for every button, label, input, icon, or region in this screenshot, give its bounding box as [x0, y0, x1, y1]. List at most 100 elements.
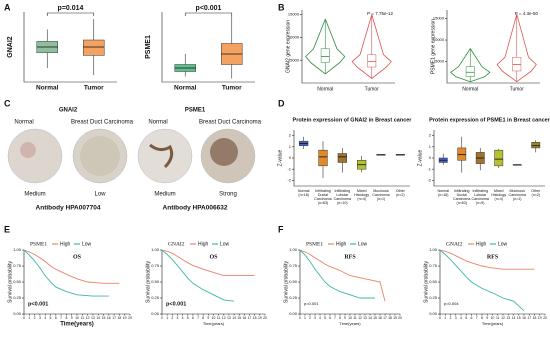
annotation: p=0.004	[444, 301, 459, 306]
chart: -2 -1 0 1 2 Z-value Protein expression of PSME…	[417, 117, 550, 205]
annotation: P = 4.3e-50	[515, 11, 539, 16]
axis	[161, 12, 255, 83]
box	[337, 153, 347, 163]
x-tick-label-line: Mixed	[357, 189, 367, 193]
tissue-label: Breast Duct Carcinoma	[71, 120, 134, 126]
y-tick-label: 0.25	[13, 295, 22, 300]
survival-curve	[161, 249, 235, 302]
staining-label: Medium	[154, 192, 175, 198]
y-axis-label: Survival probability	[283, 261, 289, 303]
stain	[20, 142, 36, 158]
antibody-label: Antibody HPA007704	[36, 205, 101, 212]
x-tick-label: 13	[227, 316, 231, 320]
significance-bracket	[184, 12, 233, 16]
x-tick-label-line: (n=4)	[495, 197, 504, 201]
chart-title: Protein expression of GNAI2 in Breast ca…	[293, 117, 413, 123]
x-tick-label-line: Carcinoma	[453, 197, 470, 201]
x-tick-label: Tumor	[510, 86, 525, 92]
x-tick-label: Tumor	[365, 86, 380, 92]
y-tick-label: 10000	[433, 37, 445, 42]
box	[320, 48, 330, 63]
x-tick-label: 15	[517, 316, 521, 320]
y-axis-label: PSME1	[145, 35, 152, 59]
x-tick-label: 7	[60, 316, 62, 320]
x-tick-label: 5	[187, 316, 189, 320]
x-tick-label: 8	[339, 316, 341, 320]
chart-title: OS	[73, 254, 82, 260]
x-tick-label-line: (n=1)	[513, 197, 522, 201]
staining-label: Medium	[24, 192, 45, 198]
x-axis-label: Time(years)	[203, 321, 225, 326]
y-tick-label: 2	[429, 133, 432, 138]
chart-title: Protein expression of PSME1 in Breast ca…	[429, 117, 550, 123]
x-tick-label: Mucinous Carcinoma (n=1)	[509, 189, 526, 201]
gene-label: PSME1	[185, 108, 206, 114]
x-tick-label-line: (n=63)	[457, 201, 468, 205]
x-axis-label: Time(years)	[60, 322, 94, 328]
y-tick-label: 0.25	[151, 295, 160, 300]
chart: 5000 10000 15000 GNAI2 gene expression Norma…	[285, 10, 395, 92]
y-axis-label: Survival probability	[145, 261, 151, 303]
chart-title: OS	[209, 254, 218, 260]
x-tick-label: 17	[527, 316, 531, 320]
x-tick-label: 13	[91, 316, 95, 320]
antibody-label: Antibody HPA006632	[163, 205, 228, 212]
x-tick-label: Tumor	[84, 85, 104, 92]
x-tick-label: 14	[232, 316, 236, 320]
x-tick-label: 8	[65, 316, 67, 320]
x-tick-label-line: Infiltrating	[335, 189, 351, 193]
stain	[80, 136, 120, 176]
x-tick-label: 2	[171, 316, 173, 320]
x-tick-label: 0	[23, 316, 25, 320]
x-tick-label: 4	[44, 316, 46, 320]
x-tick-label: 16	[378, 316, 382, 320]
chart: PSME1 Normal Tumor p<0.001	[145, 5, 255, 92]
tissue-image	[137, 128, 193, 184]
x-tick-label: Normal (n=18)	[437, 189, 449, 197]
x-tick-label-line: Infiltrating	[472, 189, 488, 193]
chart-title: RFS	[344, 254, 356, 260]
x-tick-label: 20	[543, 316, 547, 320]
x-tick-label-line: (n=18)	[298, 193, 309, 197]
survival-curve	[439, 249, 535, 270]
x-tick-label: 18	[533, 316, 537, 320]
x-tick-label: 14	[368, 316, 372, 320]
x-tick-label-line: (n=9)	[476, 201, 485, 205]
violin	[450, 48, 491, 83]
x-tick-label: 18	[253, 316, 257, 320]
survival-curve	[23, 249, 120, 284]
x-tick-label: 15	[102, 316, 106, 320]
x-tick-label: 5	[324, 316, 326, 320]
x-tick-label: 14	[96, 316, 100, 320]
box	[494, 149, 504, 167]
y-axis-label: Survival probability	[423, 261, 429, 303]
x-tick-label: 20	[263, 316, 267, 320]
annotation: P = 7.75e-12	[367, 11, 393, 16]
x-tick-label: 0	[299, 316, 301, 320]
x-tick-label: Other (n=2)	[531, 189, 541, 197]
box	[465, 66, 475, 77]
y-tick-label: 0.00	[289, 311, 298, 316]
axis	[23, 12, 117, 83]
x-tick-label: Mixed Histology (n=4)	[354, 189, 369, 201]
x-tick-label: 10	[75, 316, 79, 320]
survival-curve	[299, 249, 386, 302]
x-tick-label: 11	[81, 316, 85, 320]
x-tick-label: 19	[123, 316, 127, 320]
x-tick-label: 1	[28, 316, 30, 320]
y-axis-label: PSME1 gene expression	[430, 19, 436, 74]
chart: 0.00 0.25 0.50 0.75 1.00 Survival probability…	[423, 241, 547, 326]
stain	[149, 143, 174, 169]
y-tick-label: 0.50	[289, 279, 298, 284]
annotation: p<0.001	[28, 301, 48, 307]
legend-label: High	[476, 241, 487, 247]
y-tick-label: 0.25	[289, 295, 298, 300]
y-tick-label: 0.00	[429, 311, 438, 316]
y-tick-label: 2	[289, 133, 292, 138]
x-tick-label: 16	[243, 316, 247, 320]
x-tick-label-line: (n=10)	[337, 201, 348, 205]
x-tick-label: Mixed Histology (n=4)	[491, 189, 506, 201]
panel-label: D	[278, 98, 285, 108]
x-tick-label: Mucinous Carcinoma (n=1)	[372, 189, 389, 201]
